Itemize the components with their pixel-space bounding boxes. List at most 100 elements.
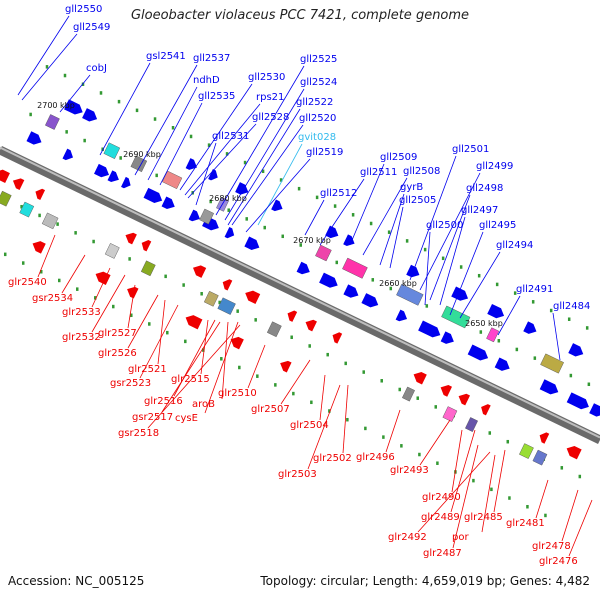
feature-box-shape (486, 327, 500, 343)
tick-dot (128, 257, 131, 261)
forward-gene-label: cobJ (86, 63, 107, 74)
forward-gene-arrow (188, 209, 200, 222)
forward-gene-arrow-shape (487, 303, 505, 319)
tick-dot (335, 260, 339, 265)
forward-gene-label: gsl2541 (146, 51, 186, 62)
forward-gene-arrow (440, 331, 454, 344)
forward-label-leader (419, 172, 481, 291)
tick-dot (380, 379, 383, 383)
tick-dot (369, 221, 373, 226)
feature-box (342, 257, 368, 279)
tick-dot (567, 317, 571, 321)
forward-gene-arrow (451, 286, 469, 301)
forward-gene-arrow-shape (26, 131, 42, 145)
reverse-gene-label: glr2516 (144, 396, 183, 407)
genome-axis-highlight (0, 146, 600, 439)
reverse-gene-label: glr2487 (423, 548, 462, 559)
reverse-gene-label: glr2515 (171, 374, 210, 385)
feature-box (486, 327, 500, 343)
forward-gene-arrow (94, 163, 110, 178)
reverse-gene-arrow (185, 315, 203, 330)
forward-label-leader (389, 206, 404, 269)
forward-label-leader (159, 102, 203, 186)
forward-gene-arrow-shape (418, 320, 441, 338)
reverse-gene-arrow (193, 265, 207, 278)
feature-box (103, 142, 121, 160)
tick-dot (274, 383, 277, 387)
forward-gene-label: gll2531 (212, 131, 249, 142)
forward-gene-label: gll2519 (306, 147, 343, 158)
feature-box-shape (532, 449, 548, 466)
reverse-label-leader (307, 384, 341, 470)
reverse-gene-arrow-shape (539, 432, 550, 444)
forward-gene-label: ndhD (193, 75, 220, 86)
reverse-gene-arrow (35, 188, 46, 200)
reverse-gene-arrow (222, 279, 233, 291)
forward-gene-arrow (224, 226, 235, 239)
tick-dot (328, 409, 331, 413)
feature-box (203, 290, 219, 307)
tick-dot (569, 373, 573, 378)
forward-gene-label: gll2497 (461, 205, 498, 216)
reverse-label-leader (561, 489, 579, 542)
tick-dot (220, 357, 223, 361)
feature-box (140, 260, 156, 277)
reverse-label-leader (419, 419, 451, 466)
forward-label-leader (304, 199, 325, 236)
reverse-gene-label: glr2532 (62, 332, 101, 343)
feature-box-shape (342, 257, 368, 279)
tick-dot (279, 178, 283, 182)
forward-gene-arrow (343, 284, 359, 298)
tick-dot (256, 374, 259, 378)
forward-gene-label: gll2537 (193, 53, 230, 64)
tick-dot (346, 417, 349, 422)
forward-gene-arrow-shape (161, 196, 175, 210)
tick-dot (418, 452, 421, 457)
tick-dot (436, 461, 439, 465)
forward-gene-arrow-shape (224, 226, 235, 239)
tick-dot (310, 400, 313, 405)
forward-gene-arrow-shape (107, 170, 119, 183)
feature-box (396, 283, 424, 306)
reverse-label-leader (417, 451, 491, 533)
forward-gene-label: gll2505 (399, 195, 436, 206)
feature-box-shape (266, 321, 282, 338)
feature-box-shape (442, 406, 458, 422)
feature-box-shape (19, 201, 35, 218)
forward-label-leader (409, 155, 457, 281)
feature-box (402, 386, 415, 402)
forward-gene-label: gll2508 (403, 166, 440, 177)
forward-gene-arrow (589, 403, 600, 417)
reverse-gene-label: gsr2523 (110, 378, 151, 389)
kbp-tick-label: 2690 kbp (123, 150, 161, 159)
forward-gene-arrow-shape (523, 321, 537, 334)
map-title: Gloeobacter violaceus PCC 7421, complete… (130, 8, 470, 23)
forward-gene-arrow-shape (568, 343, 584, 357)
tick-dot (308, 344, 311, 348)
forward-gene-arrow-shape (121, 176, 131, 189)
genome-axis (0, 145, 600, 445)
reverse-gene-label: glr2502 (313, 453, 352, 464)
forward-gene-arrow-shape (244, 236, 260, 250)
reverse-gene-label: por (452, 532, 469, 543)
tick-dot (423, 247, 427, 252)
reverse-gene-label: gsr2517 (132, 412, 173, 423)
forward-label-leader (231, 124, 304, 226)
tick-dot (243, 160, 247, 165)
reverse-label-leader (451, 429, 463, 493)
forward-gene-arrow (121, 176, 131, 189)
tick-dot (587, 382, 591, 387)
tick-dot (490, 487, 493, 492)
tick-dot (130, 313, 133, 318)
tick-dot (299, 243, 302, 247)
forward-label-leader (21, 33, 78, 101)
tick-dot (506, 439, 510, 444)
reverse-gene-arrow (539, 432, 550, 444)
forward-gene-label: gll2530 (248, 72, 285, 83)
forward-label-leader (257, 143, 303, 226)
forward-gene-label: gvit028 (298, 132, 336, 143)
tick-dot (164, 274, 167, 279)
forward-label-leader (319, 178, 365, 246)
reverse-label-leader (161, 321, 221, 413)
forward-gene-label: gll2491 (516, 284, 553, 295)
